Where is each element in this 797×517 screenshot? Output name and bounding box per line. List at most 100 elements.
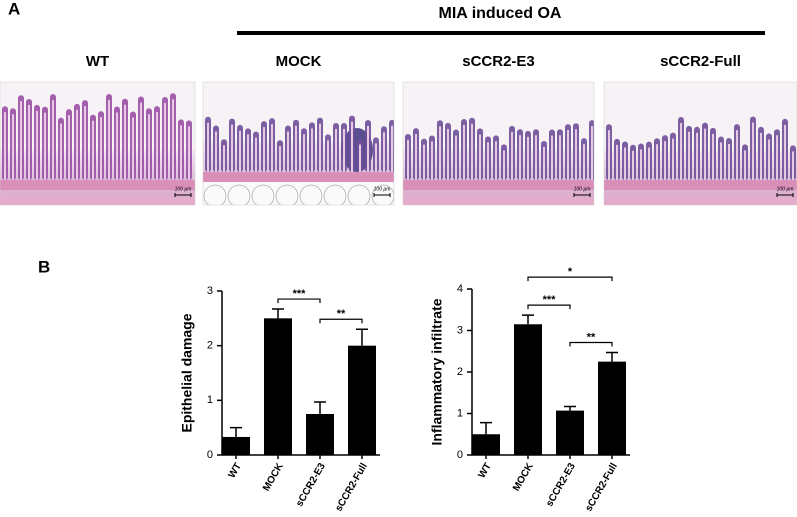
villus-core: [76, 109, 78, 180]
fat-cell: [275, 184, 299, 205]
fat-cell: [227, 184, 251, 205]
villus-core: [156, 112, 158, 180]
villus-core: [271, 124, 273, 172]
fat-cell: [299, 184, 323, 205]
bar: [472, 434, 500, 455]
villus-core: [124, 104, 126, 180]
scale-bar-label: 100 µm: [374, 186, 391, 192]
panel-label: B: [38, 257, 50, 276]
fat-cell: [323, 184, 347, 205]
muscle: [203, 172, 394, 182]
villus-core: [180, 125, 182, 180]
villus-core: [688, 131, 690, 180]
villus-core: [223, 145, 225, 172]
villus-core: [463, 124, 465, 180]
fat: [203, 182, 394, 205]
villus-core: [12, 114, 14, 180]
x-tick-label: sCCR2-E3: [544, 461, 578, 509]
villus-core: [575, 129, 577, 180]
bar: [514, 324, 542, 455]
villus-core: [728, 143, 730, 180]
villus-core: [591, 126, 593, 180]
villus-core: [784, 124, 786, 180]
villus-core: [471, 123, 473, 180]
muscle: [0, 180, 195, 190]
villus-core: [640, 149, 642, 180]
villus-core: [624, 147, 626, 180]
villus-core: [696, 132, 698, 180]
villus-core: [335, 128, 337, 172]
tissue: [604, 82, 797, 205]
villus-core: [656, 144, 658, 180]
villus-core: [551, 135, 553, 180]
villus-core: [487, 142, 489, 180]
villus-core: [20, 101, 22, 180]
bar: [348, 345, 376, 455]
bar: [598, 361, 626, 455]
image-border: [603, 81, 797, 206]
villus-core: [792, 151, 794, 180]
villus-core: [239, 130, 241, 172]
villus-core: [407, 140, 409, 180]
x-tick-label: MOCK: [511, 461, 536, 494]
villus-core: [60, 123, 62, 180]
villus-core: [188, 126, 190, 180]
villus-core: [511, 131, 513, 180]
villus-core: [28, 104, 30, 180]
villus-core: [359, 144, 361, 172]
villus-core: [100, 117, 102, 180]
villus-core: [752, 122, 754, 180]
villus-core: [52, 100, 54, 180]
villus-core: [423, 144, 425, 180]
villus-core: [415, 134, 417, 180]
villus-core: [632, 150, 634, 180]
villus-core: [327, 140, 329, 172]
tissue: [203, 82, 394, 205]
villus-core: [680, 123, 682, 180]
error-bar: [314, 401, 326, 414]
y-tick-label: 3: [457, 324, 463, 336]
villus-core: [664, 141, 666, 180]
significance-label: *: [568, 266, 573, 278]
muscle: [604, 180, 797, 190]
villus-core: [84, 106, 86, 180]
bar: [264, 318, 292, 455]
villus-core: [559, 135, 561, 180]
y-tick-label: 1: [457, 407, 463, 419]
villus-core: [343, 128, 345, 172]
villus-core: [319, 123, 321, 172]
image-label: sCCR2-Full: [660, 53, 741, 70]
villus-core: [503, 150, 505, 180]
villus-core: [712, 133, 714, 180]
x-tick-label: WT: [477, 461, 494, 480]
villus-core: [648, 147, 650, 180]
villus-core: [616, 144, 618, 180]
scale-bar: [776, 193, 794, 197]
villus-core: [431, 141, 433, 180]
villus-core: [535, 135, 537, 180]
villus-core: [367, 125, 369, 172]
villus-core: [720, 142, 722, 180]
histology-image: [0, 81, 196, 206]
x-tick-label: sCCR2-Full: [333, 461, 370, 513]
error-bar: [230, 426, 242, 437]
villus-core: [148, 114, 150, 180]
bar: [306, 414, 334, 455]
villus-core: [375, 143, 377, 172]
scale-bar-label: 100 µm: [777, 186, 794, 192]
image-border: [202, 81, 395, 206]
histology-image: [402, 81, 595, 206]
villus-core: [383, 132, 385, 172]
villus-core: [231, 124, 233, 172]
error-bar: [356, 328, 368, 346]
villus-core: [527, 136, 529, 180]
fat-cell: [251, 184, 275, 205]
villus-core: [519, 135, 521, 180]
group-label: MIA induced OA: [439, 5, 562, 22]
villus-core: [215, 131, 217, 172]
significance-label: **: [587, 331, 596, 343]
y-tick-label: 2: [207, 340, 213, 352]
villus-core: [140, 102, 142, 180]
villus-core: [608, 130, 610, 180]
y-tick-label: 3: [207, 285, 213, 297]
